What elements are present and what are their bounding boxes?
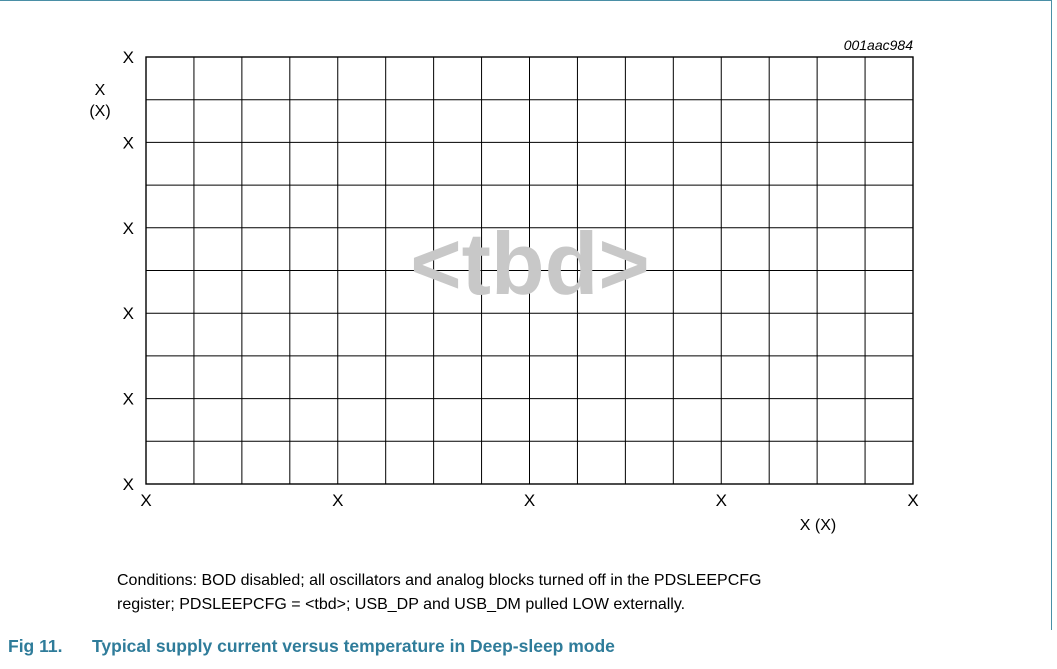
figure-number: Fig 11. (8, 636, 63, 656)
figure-caption: Fig 11. Typical supply current versus tem… (8, 636, 615, 657)
y-tick-label: X (123, 304, 134, 323)
y-axis-label-line2: (X) (89, 103, 110, 120)
conditions-line-1: Conditions: BOD disabled; all oscillator… (117, 572, 762, 589)
x-tick-label: X (524, 491, 535, 510)
conditions-note: Conditions: BOD disabled; all oscillator… (117, 569, 1017, 617)
tbd-watermark: <tbd> (410, 214, 650, 313)
y-tick-label: X (123, 475, 134, 494)
conditions-line-2: register; PDSLEEPCFG = <tbd>; USB_DP and… (117, 596, 686, 613)
figure-id: 001aac984 (844, 37, 914, 53)
y-tick-label: X (123, 48, 134, 67)
x-tick-label: X (907, 491, 918, 510)
plot-area-border (145, 56, 914, 485)
x-axis-label: X (X) (800, 517, 836, 534)
y-tick-label: X (123, 133, 134, 152)
y-axis-label-line1: X (95, 82, 106, 99)
x-tick-label: X (716, 491, 727, 510)
x-tick-label: X (332, 491, 343, 510)
chart-grid (146, 57, 913, 484)
y-tick-label: X (123, 219, 134, 238)
x-tick-label: X (140, 491, 151, 510)
y-axis-ticks: X X X X X X (123, 48, 134, 494)
figure-title: Typical supply current versus temperatur… (92, 636, 615, 656)
y-tick-label: X (123, 390, 134, 409)
figure-frame (0, 0, 1052, 630)
